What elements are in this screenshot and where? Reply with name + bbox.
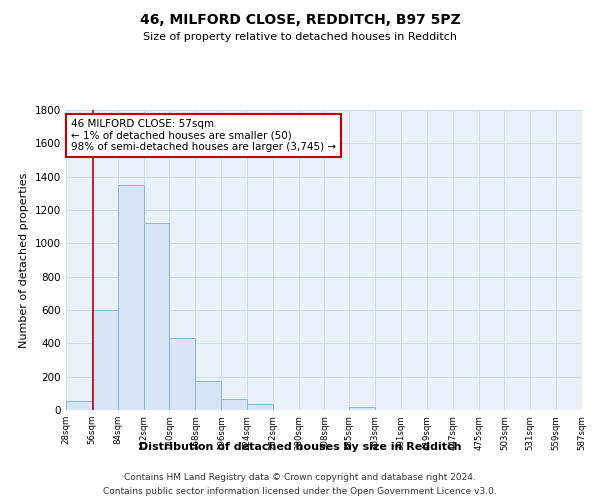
Text: Size of property relative to detached houses in Redditch: Size of property relative to detached ho… — [143, 32, 457, 42]
Bar — [247, 404, 273, 410]
Bar — [349, 406, 375, 410]
Bar — [195, 381, 221, 410]
Y-axis label: Number of detached properties: Number of detached properties — [19, 172, 29, 348]
Text: Distribution of detached houses by size in Redditch: Distribution of detached houses by size … — [139, 442, 461, 452]
Bar — [118, 185, 143, 410]
Bar — [66, 401, 92, 410]
Bar — [92, 310, 118, 410]
Bar — [221, 399, 247, 410]
Text: 46 MILFORD CLOSE: 57sqm
← 1% of detached houses are smaller (50)
98% of semi-det: 46 MILFORD CLOSE: 57sqm ← 1% of detached… — [71, 119, 336, 152]
Text: Contains HM Land Registry data © Crown copyright and database right 2024.: Contains HM Land Registry data © Crown c… — [124, 472, 476, 482]
Bar — [143, 224, 169, 410]
Text: Contains public sector information licensed under the Open Government Licence v3: Contains public sector information licen… — [103, 488, 497, 496]
Bar — [169, 338, 195, 410]
Text: 46, MILFORD CLOSE, REDDITCH, B97 5PZ: 46, MILFORD CLOSE, REDDITCH, B97 5PZ — [140, 12, 460, 26]
